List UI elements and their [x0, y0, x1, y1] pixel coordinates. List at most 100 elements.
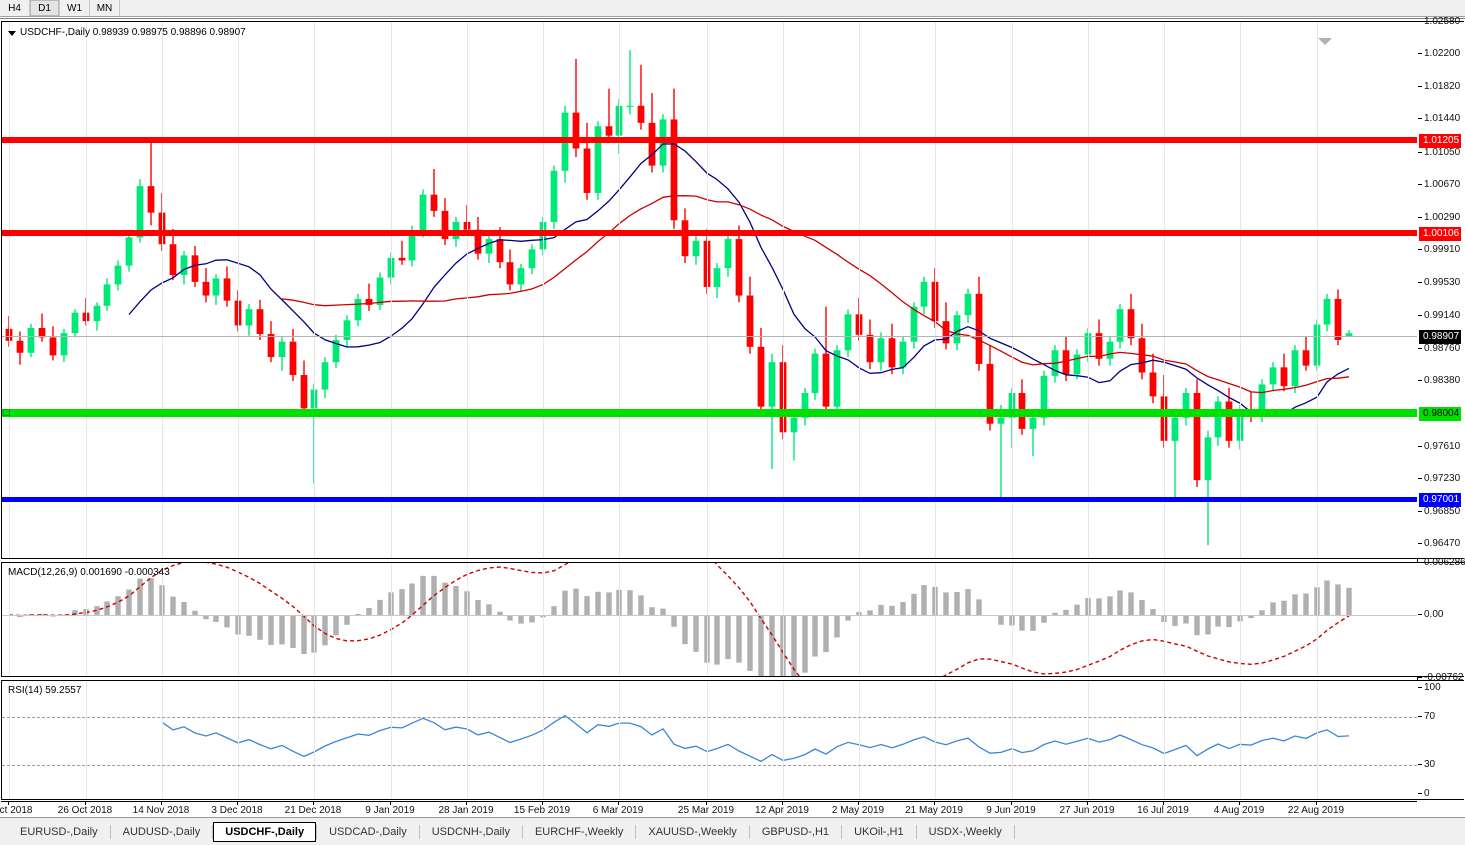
- macd-indicator-pane[interactable]: MACD(12,26,9) 0.001690 -0.000343: [1, 562, 1417, 677]
- scroll-position-marker-icon[interactable]: [1318, 38, 1332, 45]
- ma-fast-line: [128, 143, 1350, 417]
- timeframe-mn[interactable]: MN: [90, 0, 120, 16]
- date-tick-mark: [1316, 802, 1317, 805]
- resistance-line-lower[interactable]: [2, 230, 1417, 237]
- tab-separator: [521, 824, 523, 839]
- price-chart-pane[interactable]: USDCHF-,Daily 0.98939 0.98975 0.98896 0.…: [1, 21, 1417, 559]
- vertical-gridline: [1088, 681, 1089, 799]
- chart-tab-eurchfweekly[interactable]: EURCHF-,Weekly: [534, 825, 624, 838]
- vertical-gridline: [86, 681, 87, 799]
- vertical-gridline: [1164, 563, 1165, 676]
- price-tick-label: 1.02200: [1417, 48, 1461, 60]
- vertical-gridline: [1164, 681, 1165, 799]
- price-tick-label: 0.97610: [1417, 440, 1461, 452]
- vertical-gridline: [935, 563, 936, 676]
- resistance-line-upper[interactable]: [2, 136, 1417, 143]
- rsi-tick-label: 100: [1418, 682, 1441, 693]
- date-tick-mark: [1011, 802, 1012, 805]
- date-tick-label: 26 Oct 2018: [57, 805, 113, 816]
- support-line-green-anchor-handle[interactable]: [3, 409, 10, 417]
- date-tick-mark: [618, 802, 619, 805]
- chart-tab-usdchfdaily[interactable]: USDCHF-,Daily: [213, 821, 317, 842]
- vertical-gridline: [86, 563, 87, 676]
- vertical-gridline: [238, 22, 239, 558]
- ma-slow-line: [281, 195, 1350, 394]
- vertical-gridline: [314, 681, 315, 799]
- vertical-gridline: [238, 681, 239, 799]
- rsi-line: [161, 714, 1350, 763]
- rsi-tick-label: 70: [1417, 711, 1436, 722]
- macd-axis: 0.006286 0.00 -0.00762: [1417, 558, 1465, 683]
- vertical-gridline: [859, 681, 860, 799]
- date-axis[interactable]: 8 Oct 2018 26 Oct 2018 14 Nov 2018 3 Dec 20…: [0, 801, 1417, 817]
- chart-tab-gbpusdh1[interactable]: GBPUSD-,H1: [761, 825, 830, 838]
- rsi-label: RSI(14) 59.2557: [8, 685, 82, 696]
- chart-tab-eurusddaily[interactable]: EURUSD-,Daily: [20, 825, 98, 838]
- date-tick-mark: [782, 802, 783, 805]
- chart-tab-ukoilh1[interactable]: UKOil-,H1: [854, 825, 904, 838]
- price-level-tag[interactable]: 0.98907: [1419, 329, 1462, 344]
- date-tick-label: 21 Dec 2018: [284, 805, 342, 816]
- timeframe-d1[interactable]: D1: [30, 0, 60, 16]
- chart-tab-usdxweekly[interactable]: USDX-,Weekly: [928, 825, 1002, 838]
- tab-separator: [915, 824, 917, 839]
- rsi-level-30: [2, 765, 1417, 766]
- date-tick-mark: [466, 802, 467, 805]
- symbol-ohlc-text: USDCHF-,Daily 0.98939 0.98975 0.98896 0.…: [20, 27, 246, 38]
- macd-label: MACD(12,26,9) 0.001690 -0.000343: [8, 567, 170, 578]
- date-tick-label: 9 Jan 2019: [365, 805, 415, 816]
- chart-tab-usdcaddaily[interactable]: USDCAD-,Daily: [329, 825, 407, 838]
- vertical-gridline: [783, 681, 784, 799]
- date-tick-mark: [542, 802, 543, 805]
- vertical-gridline: [467, 681, 468, 799]
- chevron-down-icon[interactable]: [8, 30, 16, 36]
- price-tick-label: 1.00290: [1417, 211, 1461, 223]
- vertical-gridline: [9, 563, 10, 676]
- vertical-gridline: [9, 22, 10, 558]
- price-tick-label: 0.96850: [1417, 505, 1461, 517]
- price-level-tag[interactable]: 0.97001: [1419, 492, 1462, 507]
- last-price-line[interactable]: [2, 335, 1417, 337]
- symbol-ohlc-header: USDCHF-,Daily 0.98939 0.98975 0.98896 0.…: [8, 27, 246, 39]
- date-tick-label: 4 Aug 2019: [1213, 805, 1265, 816]
- timeframe-h4[interactable]: H4: [0, 0, 30, 16]
- vertical-gridline: [1317, 681, 1318, 799]
- vertical-gridline: [1317, 563, 1318, 676]
- support-line-green[interactable]: [2, 409, 1417, 418]
- price-level-tag[interactable]: 1.00106: [1419, 227, 1462, 242]
- chart-tab-xauusdweekly[interactable]: XAUUSD-,Weekly: [648, 825, 737, 838]
- price-tick-label: 0.97230: [1417, 473, 1461, 485]
- tab-separator: [316, 824, 318, 839]
- vertical-gridline: [9, 681, 10, 799]
- vertical-gridline: [935, 681, 936, 799]
- support-line-blue[interactable]: [2, 496, 1417, 502]
- toolbar-spacer: [120, 0, 1465, 16]
- price-tick-label: 1.01050: [1417, 146, 1461, 158]
- price-level-tag[interactable]: 0.98004: [1419, 407, 1462, 422]
- vertical-gridline: [707, 563, 708, 676]
- date-tick-label: 28 Jan 2019: [438, 805, 494, 816]
- macd-tick-label: 0.00: [1417, 608, 1444, 620]
- timeframe-d1-label: D1: [38, 2, 51, 14]
- price-axis[interactable]: 1.02580 1.02200 1.01820 1.01440 1.01050 1.006…: [1417, 17, 1464, 559]
- chart-tab-usdcnhdaily[interactable]: USDCNH-,Daily: [431, 825, 510, 838]
- vertical-gridline: [1012, 681, 1013, 799]
- timeframe-w1[interactable]: W1: [60, 0, 90, 16]
- rsi-level-70: [2, 717, 1417, 718]
- vertical-gridline: [543, 22, 544, 558]
- price-tick-label: 1.00670: [1417, 179, 1461, 191]
- vertical-gridline: [1088, 563, 1089, 676]
- price-tick-label: 0.99140: [1417, 310, 1461, 322]
- vertical-gridline: [238, 563, 239, 676]
- macd-tick-label: 0.006286: [1418, 557, 1465, 568]
- rsi-indicator-pane[interactable]: RSI(14) 59.2557: [1, 680, 1417, 800]
- vertical-gridline: [391, 681, 392, 799]
- price-tick-label: 1.01440: [1417, 113, 1461, 125]
- vertical-gridline: [391, 563, 392, 676]
- price-level-tag[interactable]: 1.01205: [1419, 133, 1462, 148]
- date-tick-mark: [858, 802, 859, 805]
- date-tick-label: 8 Oct 2018: [0, 805, 33, 816]
- vertical-gridline: [86, 22, 87, 558]
- chart-tab-audusddaily[interactable]: AUDUSD-,Daily: [122, 825, 201, 838]
- vertical-gridline: [467, 563, 468, 676]
